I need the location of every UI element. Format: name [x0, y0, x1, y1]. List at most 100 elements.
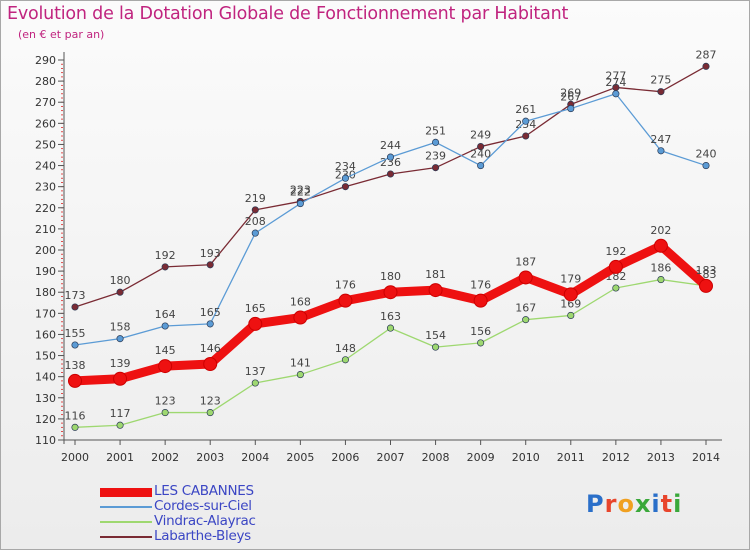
- chart-legend: LES CABANNES Cordes-sur-Ciel Vindrac-Alayr…: [100, 483, 320, 544]
- data-point: [567, 311, 575, 319]
- x-tick-label: 2009: [467, 451, 495, 464]
- legend-swatch: [100, 520, 152, 523]
- data-label: 187: [515, 255, 536, 268]
- x-tick-label: 2004: [241, 451, 269, 464]
- data-label: 223: [290, 183, 311, 196]
- data-label: 141: [290, 357, 311, 370]
- x-tick-label: 2008: [422, 451, 450, 464]
- data-label: 158: [110, 321, 131, 334]
- data-label: 148: [335, 342, 356, 355]
- data-label: 167: [515, 302, 536, 315]
- data-point: [161, 263, 169, 271]
- data-point: [206, 409, 214, 417]
- data-label: 180: [110, 274, 131, 287]
- data-point: [296, 200, 304, 208]
- y-tick-label: 200: [35, 244, 56, 257]
- data-label: 251: [425, 124, 446, 137]
- x-tick-label: 2003: [196, 451, 224, 464]
- data-point: [567, 105, 575, 113]
- data-point: [653, 238, 668, 253]
- data-label: 240: [696, 148, 717, 161]
- data-point: [386, 153, 395, 161]
- data-point: [612, 284, 620, 292]
- data-label: 192: [605, 245, 626, 258]
- data-point: [383, 285, 398, 300]
- data-point: [206, 320, 214, 328]
- page-title: Evolution de la Dotation Globale de Fonc…: [7, 4, 569, 24]
- y-tick-label: 110: [35, 434, 56, 447]
- data-point: [68, 373, 82, 388]
- data-label: 192: [155, 249, 176, 262]
- data-point: [158, 359, 173, 374]
- data-label: 116: [65, 409, 86, 422]
- legend-label: LES CABANNES: [154, 483, 254, 499]
- data-label: 168: [290, 296, 311, 309]
- data-label: 123: [200, 395, 221, 408]
- data-label: 261: [515, 103, 536, 116]
- proxiti-logo: Proxiti: [586, 490, 683, 518]
- data-label: 179: [560, 272, 581, 285]
- y-tick-label: 150: [35, 350, 56, 363]
- x-tick-label: 2013: [647, 451, 675, 464]
- series-les-cabannes: 138 139 145 146 165 168 176 180 181 176 187 179 192 2…: [65, 224, 717, 388]
- data-point: [116, 421, 124, 429]
- data-point: [477, 162, 485, 170]
- data-label: 139: [110, 357, 131, 370]
- data-point: [341, 174, 349, 182]
- data-point: [432, 138, 440, 146]
- data-point: [657, 147, 665, 155]
- y-tick-label: 140: [35, 371, 56, 384]
- legend-item: Labarthe-Bleys: [100, 528, 320, 544]
- legend-item: Cordes-sur-Ciel: [100, 498, 320, 514]
- x-tick-label: 2011: [557, 451, 585, 464]
- data-point: [522, 132, 530, 140]
- data-label: 181: [425, 268, 446, 281]
- y-tick-label: 170: [35, 307, 56, 320]
- legend-label: Vindrac-Alayrac: [154, 513, 256, 529]
- y-tick-label: 130: [35, 392, 56, 405]
- data-point: [251, 229, 259, 237]
- data-point: [699, 278, 713, 293]
- data-label: 154: [425, 329, 446, 342]
- legend-item: Vindrac-Alayrac: [100, 513, 320, 529]
- data-point: [116, 288, 124, 296]
- data-point: [522, 117, 530, 125]
- series-cordes-sur-ciel: 155 158 164 165 208 222 234 244 251 240 261 267 274 2…: [65, 76, 717, 349]
- data-point: [293, 310, 308, 325]
- data-label: 269: [560, 86, 581, 99]
- data-label: 176: [470, 279, 491, 292]
- data-label: 156: [470, 325, 491, 338]
- page-subtitle: (en € et par an): [18, 28, 105, 41]
- data-label: 208: [245, 215, 266, 228]
- data-label: 240: [470, 148, 491, 161]
- data-label: 186: [650, 262, 671, 275]
- data-label: 287: [696, 48, 717, 61]
- data-point: [161, 322, 169, 330]
- data-label: 244: [380, 139, 401, 152]
- data-label: 163: [380, 310, 401, 323]
- x-tick-label: 2014: [692, 451, 720, 464]
- data-point: [341, 356, 349, 364]
- data-label: 275: [650, 74, 671, 87]
- data-point: [608, 259, 623, 274]
- y-tick-label: 120: [35, 413, 56, 426]
- data-label: 247: [650, 133, 671, 146]
- data-label: 117: [110, 407, 131, 420]
- data-label: 146: [200, 342, 221, 355]
- data-point: [71, 423, 79, 431]
- data-label: 165: [245, 302, 266, 315]
- data-point: [116, 335, 124, 343]
- data-label: 267: [560, 91, 581, 104]
- data-point: [251, 206, 259, 214]
- data-point: [522, 316, 530, 324]
- data-label: 183: [696, 264, 717, 277]
- x-tick-label: 2001: [106, 451, 134, 464]
- legend-label: Labarthe-Bleys: [154, 528, 251, 544]
- data-point: [657, 88, 665, 96]
- data-point: [473, 293, 488, 308]
- data-point: [338, 293, 353, 308]
- data-point: [657, 276, 665, 284]
- y-tick-label: 250: [35, 138, 56, 151]
